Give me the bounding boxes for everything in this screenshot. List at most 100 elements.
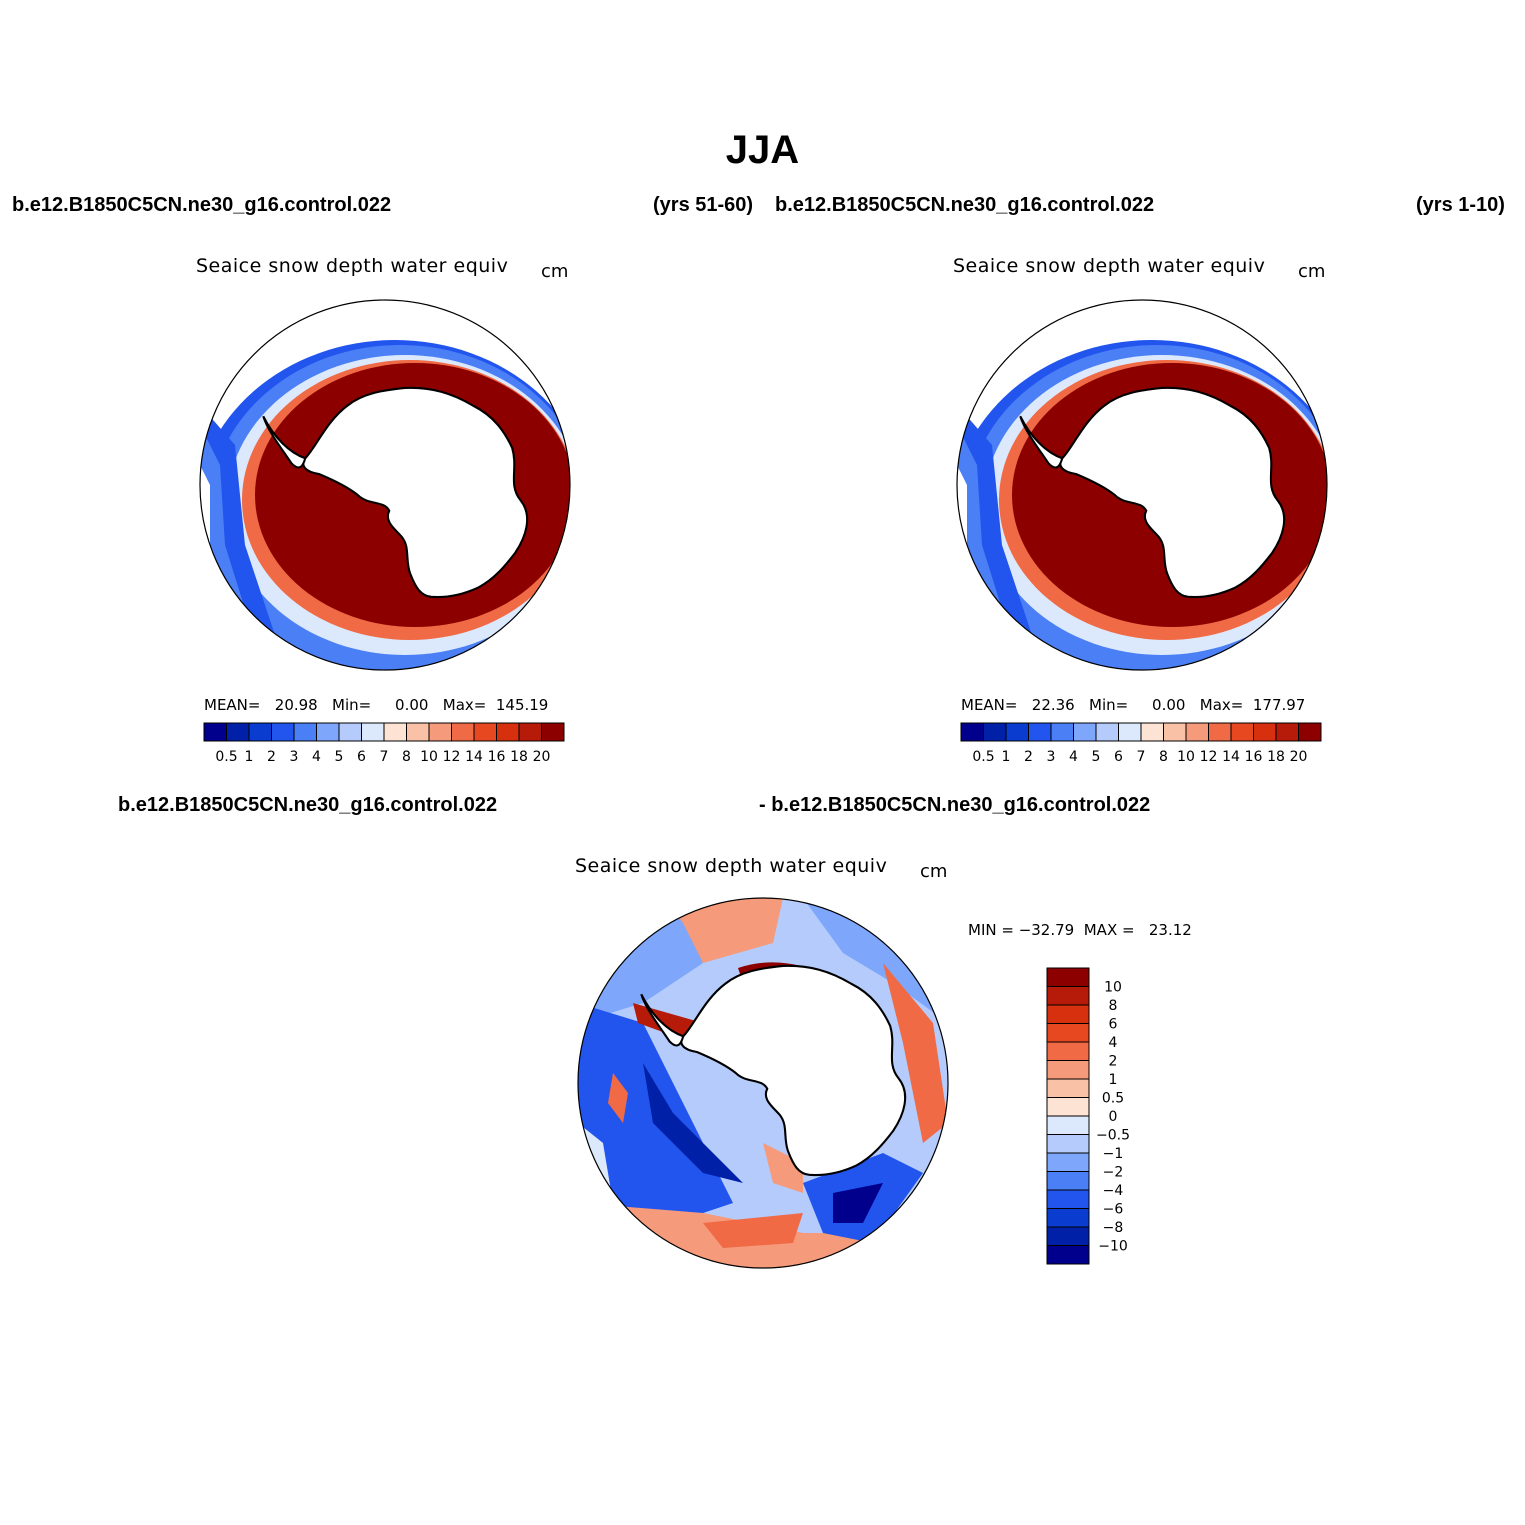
colorbar-box [1028,722,1052,742]
colorbar-box [983,722,1007,742]
colorbar-label: −0.5 [1096,1128,1130,1144]
colorbar-label: 6 [1114,749,1123,765]
colorbar-label: 2 [1024,749,1033,765]
colorbar-box [1046,1004,1090,1024]
colorbar-box [1253,722,1277,742]
panel-unit-top-left: cm [541,261,569,282]
colorbar-box [1046,1189,1090,1209]
panel-variable-top-right: Seaice snow depth water equiv [953,255,1266,277]
colorbar-box [203,722,227,742]
colorbar-label: 0.5 [215,749,237,765]
colorbar-box [1046,1208,1090,1228]
colorbar-box [1046,1115,1090,1135]
colorbar-box [1046,1078,1090,1098]
colorbar-label: 3 [290,749,299,765]
colorbar-label: 20 [1290,749,1308,765]
colorbar-box [383,722,407,742]
colorbar-box [226,722,250,742]
colorbar-label: −1 [1103,1146,1124,1162]
colorbar-box [960,722,984,742]
colorbar-box [1046,1171,1090,1191]
colorbar-label: 18 [1267,749,1285,765]
colorbar-box [1185,722,1209,742]
colorbar-label: 0.5 [1102,1091,1124,1107]
colorbar-box [1163,722,1187,742]
colorbar-box [1046,1023,1090,1043]
stats-top-right: MEAN= 22.36 Min= 0.00 Max= 177.97 [961,696,1306,714]
colorbar-label: 5 [1092,749,1101,765]
colorbar-label: 16 [488,749,506,765]
colorbar-label: 6 [357,749,366,765]
colorbar-box [473,722,497,742]
colorbar-box [496,722,520,742]
case-name-top-left: b.e12.B1850C5CN.ne30_g16.control.022 [12,194,392,216]
colorbar-top-right: 0.5 1 2 3 4 5 6 7 8 10 12 14 16 18 20 [960,722,1322,765]
colorbar-label: 0 [1109,1109,1118,1125]
colorbar-label: 1 [245,749,254,765]
colorbar-box [1046,967,1090,987]
colorbar-box [1275,722,1299,742]
colorbar-difference: 10 8 6 4 2 1 0.5 0 −0.5 −1 −2 −4 −6 −8 −10 [1046,967,1130,1265]
colorbar-label: −10 [1098,1239,1128,1255]
colorbar-label: 4 [1109,1035,1118,1051]
stats-bottom: MIN = −32.79 MAX = 23.12 [968,921,1192,939]
map-difference [577,897,949,1269]
colorbar-label: −8 [1103,1220,1124,1236]
colorbar-label: 14 [465,749,483,765]
colorbar-label: 4 [1069,749,1078,765]
colorbar-label: 1 [1109,1072,1118,1088]
colorbar-label: 14 [1222,749,1240,765]
colorbar-box [338,722,362,742]
colorbar-box [271,722,295,742]
colorbar-box [293,722,317,742]
colorbar-label: 7 [380,749,389,765]
colorbar-box [1050,722,1074,742]
colorbar-box [316,722,340,742]
colorbar-label: 8 [402,749,411,765]
colorbar-label: 3 [1047,749,1056,765]
colorbar-label: −2 [1103,1165,1124,1181]
colorbar-label: 2 [1109,1054,1118,1070]
colorbar-label: 6 [1109,1017,1118,1033]
colorbar-label: 12 [1200,749,1218,765]
colorbar-box [406,722,430,742]
colorbar-label: 2 [267,749,276,765]
colorbar-box [1208,722,1232,742]
colorbar-label: −6 [1103,1202,1124,1218]
colorbar-label: 10 [1177,749,1195,765]
colorbar-box [1046,1152,1090,1172]
colorbar-box [541,722,565,742]
colorbar-label: 7 [1137,749,1146,765]
colorbar-box [1073,722,1097,742]
colorbar-box [1046,1245,1090,1265]
map-top-left [199,299,571,671]
colorbar-label: 0.5 [972,749,994,765]
panel-unit-bottom: cm [920,861,948,882]
colorbar-box [1298,722,1322,742]
panel-unit-top-right: cm [1298,261,1326,282]
colorbar-label: 4 [312,749,321,765]
colorbar-label: 10 [420,749,438,765]
case-name-bottom-left: b.e12.B1850C5CN.ne30_g16.control.022 [118,794,498,816]
case-name-bottom-right: - b.e12.B1850C5CN.ne30_g16.control.022 [759,794,1151,816]
stats-top-left: MEAN= 20.98 Min= 0.00 Max= 145.19 [204,696,549,714]
colorbar-label: 12 [443,749,461,765]
colorbar-box [451,722,475,742]
colorbar-box [1046,1226,1090,1246]
colorbar-label: 1 [1002,749,1011,765]
panel-variable-top-left: Seaice snow depth water equiv [196,255,509,277]
colorbar-label: 5 [335,749,344,765]
colorbar-box [1046,1041,1090,1061]
colorbar-label: 18 [510,749,528,765]
colorbar-box [361,722,385,742]
colorbar-box [518,722,542,742]
panel-variable-bottom: Seaice snow depth water equiv [575,855,888,877]
figure-title: JJA [725,128,800,172]
colorbar-box [1230,722,1254,742]
colorbar-top-left: 0.5 1 2 3 4 5 6 7 8 10 12 14 16 18 20 [203,722,565,765]
colorbar-box [428,722,452,742]
colorbar-label: 8 [1109,998,1118,1014]
colorbar-label: 20 [533,749,551,765]
colorbar-box [248,722,272,742]
years-top-right: (yrs 1-10) [1416,194,1505,216]
